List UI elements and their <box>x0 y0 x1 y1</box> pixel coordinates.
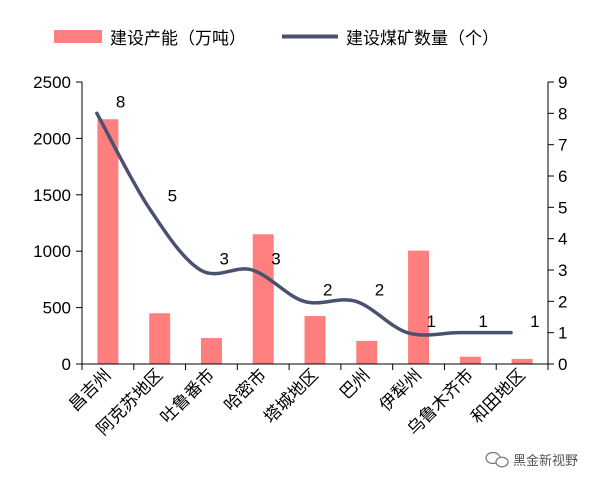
y-right-tick-label-0: 0 <box>558 355 567 374</box>
x-category-label-0: 昌吉州 <box>65 365 115 415</box>
x-category-label-6: 伊犁州 <box>376 365 426 415</box>
bar-6 <box>408 250 430 364</box>
y-left-tick-label-0: 0 <box>62 355 71 374</box>
legend-bar-swatch <box>54 30 102 43</box>
y-right-tick-label-5: 5 <box>558 198 567 217</box>
line-data-label-8: 1 <box>530 312 539 331</box>
legend: 建设产能（万吨） 建设煤矿数量（个） <box>54 29 499 49</box>
y-right-tick-label-2: 2 <box>558 292 567 311</box>
watermark: 黑金新视野 <box>485 451 578 469</box>
y-right-tick-label-9: 9 <box>558 73 567 92</box>
y-right-tick-label-3: 3 <box>558 261 567 280</box>
bar-1 <box>149 313 171 364</box>
bar-4 <box>304 316 326 364</box>
line-data-label-0: 8 <box>116 93 125 112</box>
x-category-label-3: 哈密市 <box>221 365 271 415</box>
bar-2 <box>200 338 222 364</box>
line-data-label-1: 5 <box>168 187 177 206</box>
y-right-tick-label-8: 8 <box>558 104 567 123</box>
y-left-tick-label-3: 1500 <box>33 186 71 205</box>
x-category-label-4: 塔城地区 <box>260 365 322 427</box>
legend-line-label: 建设煤矿数量（个） <box>346 29 499 49</box>
y-left-tick-label-1: 500 <box>43 299 71 318</box>
line-data-label-3: 3 <box>271 249 280 268</box>
y-right-tick-label-7: 7 <box>558 136 567 155</box>
bar-8 <box>511 358 533 364</box>
y-right-tick-label-6: 6 <box>558 167 567 186</box>
y-right-tick-label-4: 4 <box>558 230 567 249</box>
y-left-tick-label-5: 2500 <box>33 73 71 92</box>
y-left-tick-label-4: 2000 <box>33 129 71 148</box>
line-series <box>95 111 513 337</box>
line-data-label-7: 1 <box>478 312 487 331</box>
wechat-icon <box>485 451 509 468</box>
line-data-label-2: 3 <box>219 249 228 268</box>
bar-7 <box>459 356 481 364</box>
bar-0 <box>97 119 119 364</box>
watermark-text: 黑金新视野 <box>513 453 578 469</box>
x-category-label-5: 巴州 <box>336 365 374 403</box>
x-category-label-2: 吐鲁番市 <box>157 365 219 427</box>
y-right-tick-label-1: 1 <box>558 324 567 343</box>
x-category-label-8: 和田地区 <box>467 365 529 427</box>
line-data-label-6: 1 <box>427 312 436 331</box>
line-data-label-4: 2 <box>323 281 332 300</box>
legend-bar-label: 建设产能（万吨） <box>110 29 246 49</box>
bar-3 <box>252 234 274 364</box>
bar-5 <box>356 340 378 364</box>
y-left-tick-label-2: 1000 <box>33 242 71 261</box>
line-data-label-5: 2 <box>375 281 384 300</box>
